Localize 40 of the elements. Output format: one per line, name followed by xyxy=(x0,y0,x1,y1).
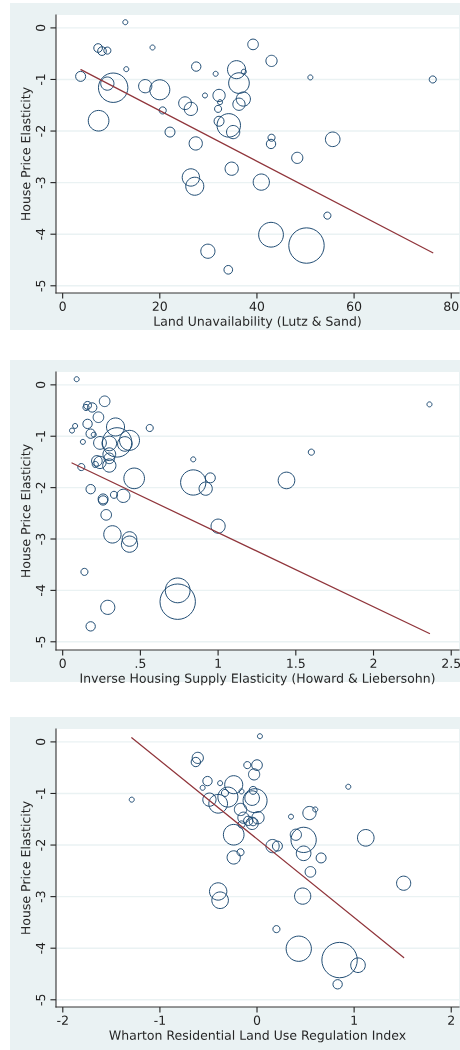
x-tick-label: 0 xyxy=(59,658,66,669)
y-tick-label: -3 xyxy=(35,177,46,189)
x-tick-label: -2 xyxy=(57,1015,68,1025)
y-tick-label: -1 xyxy=(35,788,46,800)
y-tick-label: -5 xyxy=(35,280,46,292)
x-tick-label: 60 xyxy=(347,301,362,312)
y-tick-label: 0 xyxy=(35,24,46,32)
y-tick-label: -4 xyxy=(35,228,46,240)
x-tick-label: 20 xyxy=(152,301,167,312)
x-tick-label: 0 xyxy=(253,1015,261,1026)
x-tick-label: 1 xyxy=(215,658,221,668)
x-axis-title: Inverse Housing Supply Elasticity (Howard & Liebersohn) xyxy=(80,673,435,686)
x-tick-label: 1.5 xyxy=(287,658,305,669)
x-tick-label: 2 xyxy=(370,658,377,668)
y-tick-label: -5 xyxy=(35,636,46,648)
y-axis-title: House Price Elasticity xyxy=(20,444,33,577)
x-tick-label: 2.5 xyxy=(442,658,460,669)
y-tick-label: -4 xyxy=(35,942,46,954)
y-tick-label: -5 xyxy=(35,994,46,1006)
x-tick-label: 0 xyxy=(59,301,66,312)
y-tick-label: -2 xyxy=(35,840,46,851)
x-tick-label: 80 xyxy=(444,301,459,312)
y-tick-label: -2 xyxy=(35,126,46,137)
y-axis-title: House Price Elasticity xyxy=(20,87,33,220)
x-tick-label: -1 xyxy=(154,1015,165,1025)
y-axis-title: House Price Elasticity xyxy=(20,801,33,934)
y-tick-label: -1 xyxy=(35,431,46,442)
y-tick-label: -1 xyxy=(35,74,46,86)
y-tick-label: 0 xyxy=(35,738,46,746)
x-tick-label: 40 xyxy=(249,301,265,312)
y-tick-label: -4 xyxy=(35,584,46,597)
x-tick-label: 1 xyxy=(351,1015,357,1025)
x-tick-label: 2 xyxy=(448,1015,454,1025)
x-axis-title: Land Unavailability (Lutz & Sand) xyxy=(154,316,361,329)
y-tick-label: 0 xyxy=(35,381,46,388)
y-tick-label: -3 xyxy=(35,533,46,545)
x-tick-label: .5 xyxy=(135,658,146,669)
y-tick-label: -2 xyxy=(35,482,46,494)
y-tick-label: -3 xyxy=(35,891,46,903)
x-axis-title: Wharton Residential Land Use Regulation Index xyxy=(109,1030,406,1043)
